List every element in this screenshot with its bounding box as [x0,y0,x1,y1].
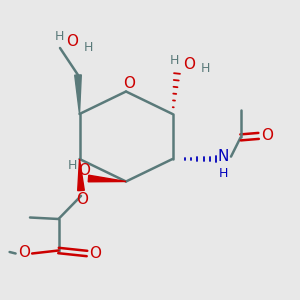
Text: O: O [78,163,90,178]
Text: O: O [183,57,195,72]
Text: O: O [261,128,273,143]
Text: H: H [55,30,64,43]
Text: H: H [67,159,77,172]
Text: H: H [169,53,179,67]
Text: O: O [66,34,78,50]
Text: O: O [18,245,30,260]
Text: H: H [201,62,210,76]
Polygon shape [75,75,81,114]
Text: N: N [218,149,229,164]
Text: O: O [76,192,88,207]
Text: H: H [219,167,228,180]
Text: O: O [123,76,135,92]
Text: O: O [89,246,101,261]
Text: H: H [84,41,93,54]
Polygon shape [88,175,126,182]
Polygon shape [78,159,84,191]
